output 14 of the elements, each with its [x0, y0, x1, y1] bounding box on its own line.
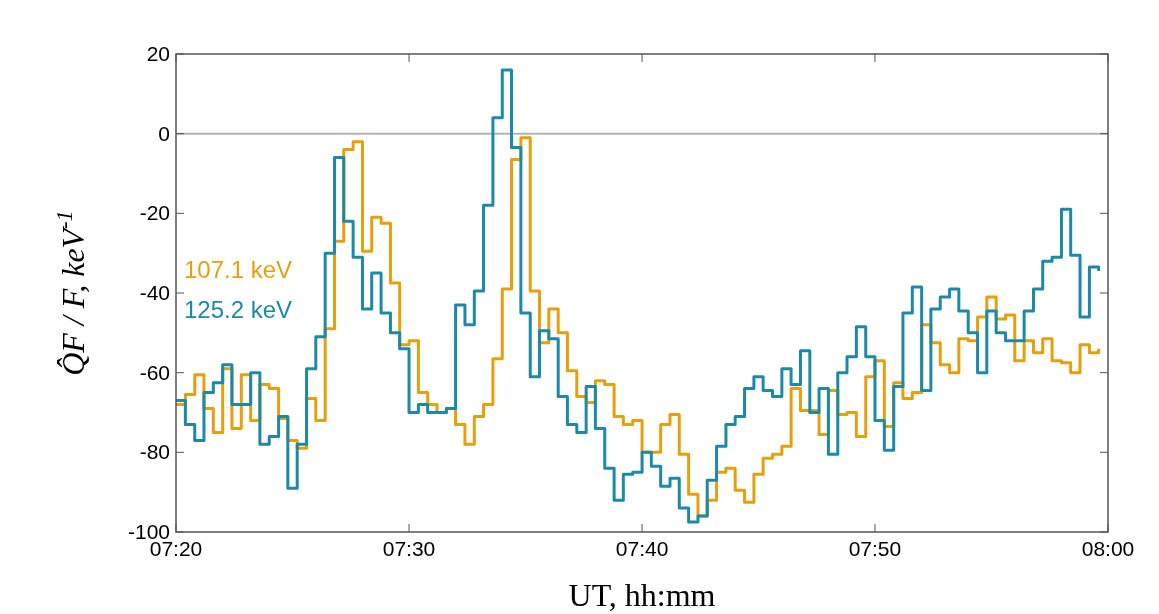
series-label: 107.1 keV — [184, 256, 293, 283]
y-tick-label: -80 — [139, 440, 170, 464]
series-label: 125.2 keV — [184, 296, 293, 323]
y-tick-label: -100 — [127, 520, 170, 543]
y-tick-label: -40 — [139, 281, 170, 304]
x-tick-label: 07:30 — [382, 537, 436, 560]
x-tick-label: 07:40 — [615, 537, 669, 560]
x-tick-label: 08:00 — [1081, 537, 1135, 560]
y-tick-label: 20 — [146, 42, 170, 65]
y-tick-label: -20 — [139, 201, 170, 225]
y-tick-label: 0 — [158, 121, 170, 145]
x-axis-title: UT, hh:mm — [568, 577, 716, 613]
y-tick-label: -60 — [139, 360, 170, 384]
x-tick-label: 07:50 — [848, 537, 902, 560]
